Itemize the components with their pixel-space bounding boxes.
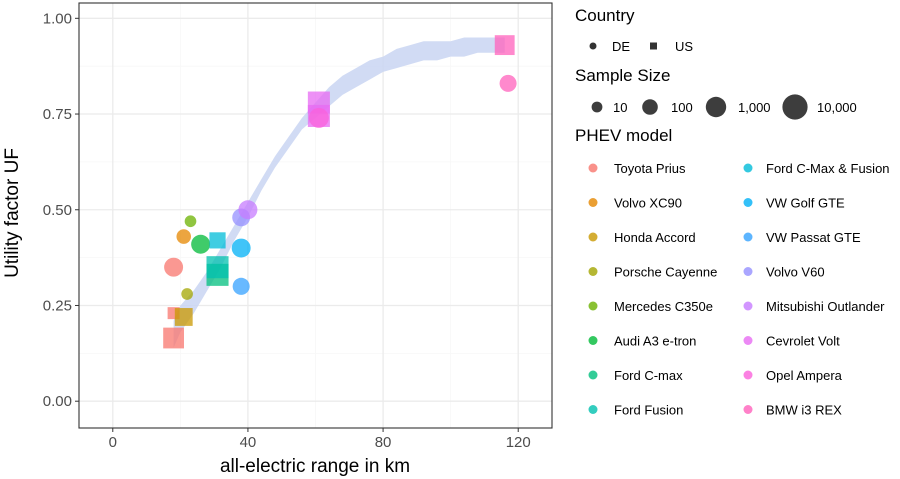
legend-size-marker <box>782 94 808 120</box>
legend-model-marker <box>743 232 753 242</box>
legend-model-marker <box>743 405 753 414</box>
legend-model-marker <box>588 198 598 207</box>
legend-model-marker <box>588 370 598 380</box>
y-axis-label: Utility factor UF <box>2 148 23 278</box>
legend-model-label: VW Passat GTE <box>766 230 861 245</box>
legend-model-label: Mitsubishi Outlander <box>766 299 885 314</box>
y-tick-label: 1.00 <box>43 10 72 27</box>
x-tick-label: 0 <box>109 434 117 451</box>
grid-lines <box>79 3 552 428</box>
point-bmw-i3-rex <box>499 74 517 92</box>
legend-country-title: Country <box>575 6 635 25</box>
legend-model-label: Toyota Prius <box>614 161 686 176</box>
point-toyota-prius <box>167 307 180 320</box>
point-ford-c-max-fusion <box>209 232 226 249</box>
legend-model-label: Opel Ampera <box>766 368 843 383</box>
x-axis-ticks: 0 40 80 120 <box>109 428 531 451</box>
legend-model-label: Volvo V60 <box>766 265 825 280</box>
legend-country-us-label: US <box>675 39 693 54</box>
legend-model-marker <box>743 267 753 276</box>
legend-model-marker <box>588 301 598 311</box>
data-points <box>163 35 517 349</box>
legend-model-marker <box>743 163 753 173</box>
legend-model-label: BMW i3 REX <box>766 403 842 418</box>
point-audi-a3-e-tron <box>191 234 211 254</box>
x-tick-label: 80 <box>375 434 392 451</box>
legend-size-marker <box>591 101 603 113</box>
legend-size-title: Sample Size <box>575 66 670 85</box>
y-tick-label: 0.75 <box>43 106 72 123</box>
legend-model-label: Porsche Cayenne <box>614 265 717 280</box>
legend-size-label: 10 <box>613 100 627 115</box>
x-tick-label: 40 <box>240 434 257 451</box>
legend-size-label: 10,000 <box>817 100 857 115</box>
legend-model-label: Audi A3 e-tron <box>614 334 696 349</box>
point-bmw-i3-rex <box>494 35 515 56</box>
legend-model-label: Mercedes C350e <box>614 299 713 314</box>
legend-model-marker <box>588 163 598 173</box>
legend-model-marker <box>588 336 598 345</box>
point-vw-passat-gte <box>232 277 250 295</box>
point-toyota-prius <box>163 327 184 349</box>
legend-model-items: Toyota Prius Volvo XC90 Honda Accord Porsch… <box>588 161 890 418</box>
legend-model-label: Ford C-max <box>614 368 683 383</box>
legend-model-label: VW Golf GTE <box>766 196 845 211</box>
legend-model-marker <box>588 232 598 242</box>
legend-model-label: Ford Fusion <box>614 403 683 418</box>
x-tick-label: 120 <box>506 434 531 451</box>
y-tick-label: 0.50 <box>43 202 72 219</box>
point-porsche-cayenne <box>181 288 193 300</box>
legend-model-marker <box>588 405 598 414</box>
legend-model-label: Cevrolet Volt <box>766 334 840 349</box>
y-tick-label: 0.25 <box>43 297 72 314</box>
point-mercedes-c350e <box>184 215 197 228</box>
legend-model-label: Honda Accord <box>614 230 696 245</box>
point-vw-golf-gte <box>231 238 251 258</box>
legend-model-marker <box>588 267 598 276</box>
point-mitsubishi-outlander <box>238 200 258 220</box>
legend-size-label: 100 <box>671 100 693 115</box>
legend-model-marker <box>743 370 753 380</box>
legend-size-items: 10 100 1,000 10,000 <box>591 94 857 120</box>
legend-size-marker <box>705 96 727 118</box>
point-toyota-prius <box>164 257 184 277</box>
legend-model-title: PHEV model <box>575 126 672 145</box>
legend-model-label: Ford C-Max & Fusion <box>766 161 890 176</box>
point-opel-ampera <box>308 107 329 128</box>
legend-model-marker <box>743 198 753 207</box>
legend-country-de-marker <box>589 42 597 50</box>
legend-model-marker <box>743 301 753 311</box>
legend-size-label: 1,000 <box>738 100 771 115</box>
panel-border <box>78 2 553 429</box>
legend: Country DE US Sample Size 10 100 1,000 10,0… <box>575 6 890 418</box>
legend-country-us-marker <box>650 42 657 50</box>
legend-model-marker <box>743 336 753 345</box>
point-honda-accord <box>174 308 193 326</box>
legend-country-de-label: DE <box>612 39 630 54</box>
x-axis-label: all-electric range in km <box>220 456 410 477</box>
point-volvo-xc90 <box>176 229 192 244</box>
legend-model-label: Volvo XC90 <box>614 196 682 211</box>
point-ford-fusion <box>206 256 229 279</box>
y-tick-label: 0.00 <box>43 393 72 410</box>
trend-confidence-band <box>173 37 505 348</box>
y-axis-ticks: 0.00 0.25 0.50 0.75 1.00 <box>43 10 79 410</box>
legend-size-marker <box>642 99 658 115</box>
